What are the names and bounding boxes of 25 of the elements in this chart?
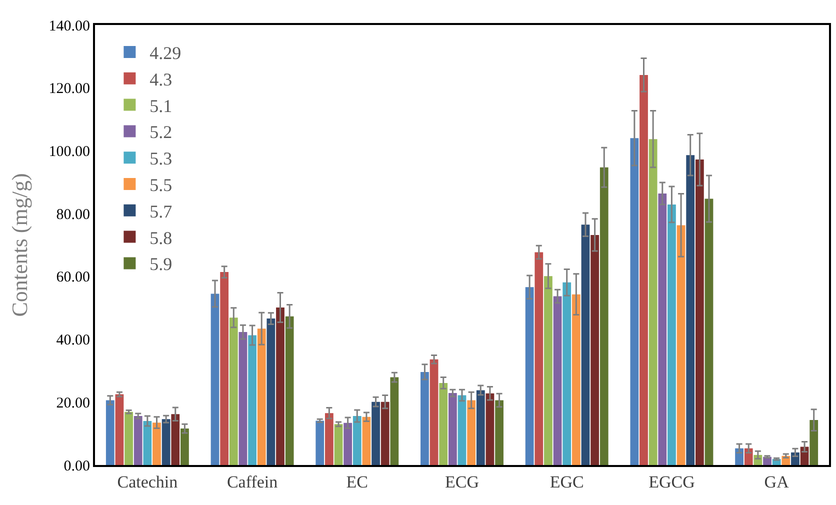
y-tick-label: 120.00 bbox=[48, 81, 90, 98]
x-tick-label: EGC bbox=[550, 472, 584, 492]
legend-label: 5.7 bbox=[150, 201, 172, 222]
x-tick-label: GA bbox=[764, 472, 790, 492]
y-tick-label: 40.00 bbox=[56, 332, 90, 349]
x-tick-label: Caffein bbox=[226, 472, 278, 492]
x-tick-label: ECG bbox=[445, 472, 479, 492]
y-tick-label: 0.00 bbox=[64, 458, 90, 474]
legend-label: 5.8 bbox=[150, 228, 172, 248]
y-tick-label: 140.00 bbox=[48, 18, 90, 34]
legend-label: 5.1 bbox=[150, 96, 172, 116]
legend-label: 5.3 bbox=[150, 148, 172, 169]
legend-label: 5.2 bbox=[150, 122, 172, 142]
y-tick-label: 60.00 bbox=[56, 270, 90, 286]
y-tick-label: 20.00 bbox=[56, 395, 90, 412]
legend-label: 5.9 bbox=[150, 254, 172, 274]
y-axis-title: Contents (mg/g) bbox=[7, 173, 32, 317]
legend-label: 4.3 bbox=[150, 69, 172, 90]
x-tick-label: EC bbox=[346, 472, 368, 492]
x-tick-label: Catechin bbox=[117, 472, 178, 492]
legend-label: 4.29 bbox=[150, 43, 182, 64]
x-tick-label: EGCG bbox=[648, 472, 695, 492]
y-tick-label: 80.00 bbox=[56, 206, 90, 223]
y-tick-label: 100.00 bbox=[48, 144, 90, 160]
legend-label: 5.5 bbox=[150, 175, 172, 196]
